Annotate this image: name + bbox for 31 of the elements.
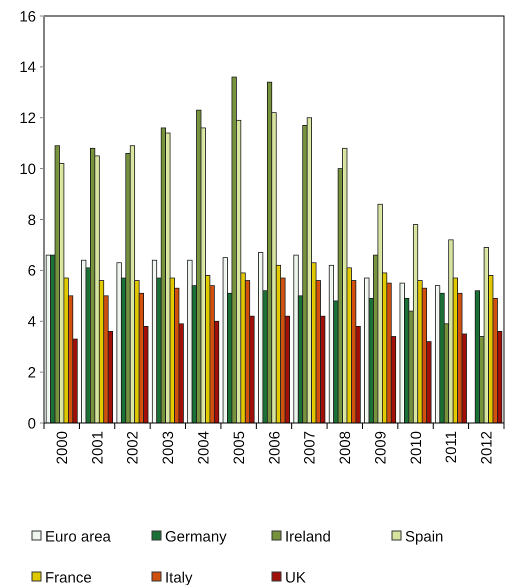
y-tick-label: 2 bbox=[28, 364, 36, 382]
x-tick-label: 2004 bbox=[195, 431, 212, 464]
legend-label: UK bbox=[285, 569, 306, 585]
y-tick-label: 16 bbox=[19, 8, 36, 26]
x-tick-label: 2012 bbox=[478, 431, 496, 464]
y-tick-label: 8 bbox=[28, 212, 36, 229]
legend-label: France bbox=[45, 569, 92, 585]
bar bbox=[130, 145, 136, 424]
y-tick-label: 14 bbox=[19, 59, 36, 76]
x-tick-label: 2002 bbox=[124, 431, 142, 464]
x-tick-label: 2009 bbox=[372, 431, 390, 464]
x-tick-label: 2001 bbox=[89, 431, 106, 464]
y-tick-label: 12 bbox=[19, 110, 36, 127]
y-tick-label: 6 bbox=[28, 262, 36, 280]
x-tick-label: 2006 bbox=[266, 431, 284, 464]
legend-label: Germany bbox=[165, 528, 228, 546]
x-tick-label: 2000 bbox=[54, 431, 71, 464]
x-tick-label: 2008 bbox=[337, 431, 354, 464]
bar bbox=[258, 252, 264, 424]
x-tick-label: 2011 bbox=[443, 431, 460, 464]
y-tick-label: 4 bbox=[28, 314, 36, 330]
x-tick-label: 2003 bbox=[160, 431, 178, 464]
legend-label: Euro area bbox=[45, 528, 112, 546]
legend-label: Ireland bbox=[285, 528, 331, 546]
y-tick-label: 10 bbox=[19, 160, 36, 178]
legend-label: Italy bbox=[165, 569, 194, 585]
y-tick-label: 0 bbox=[28, 415, 36, 432]
x-tick-label: 2007 bbox=[302, 431, 319, 464]
x-tick-label: 2005 bbox=[230, 431, 248, 464]
x-tick-label: 2010 bbox=[408, 431, 425, 464]
legend-label: Spain bbox=[405, 528, 444, 546]
